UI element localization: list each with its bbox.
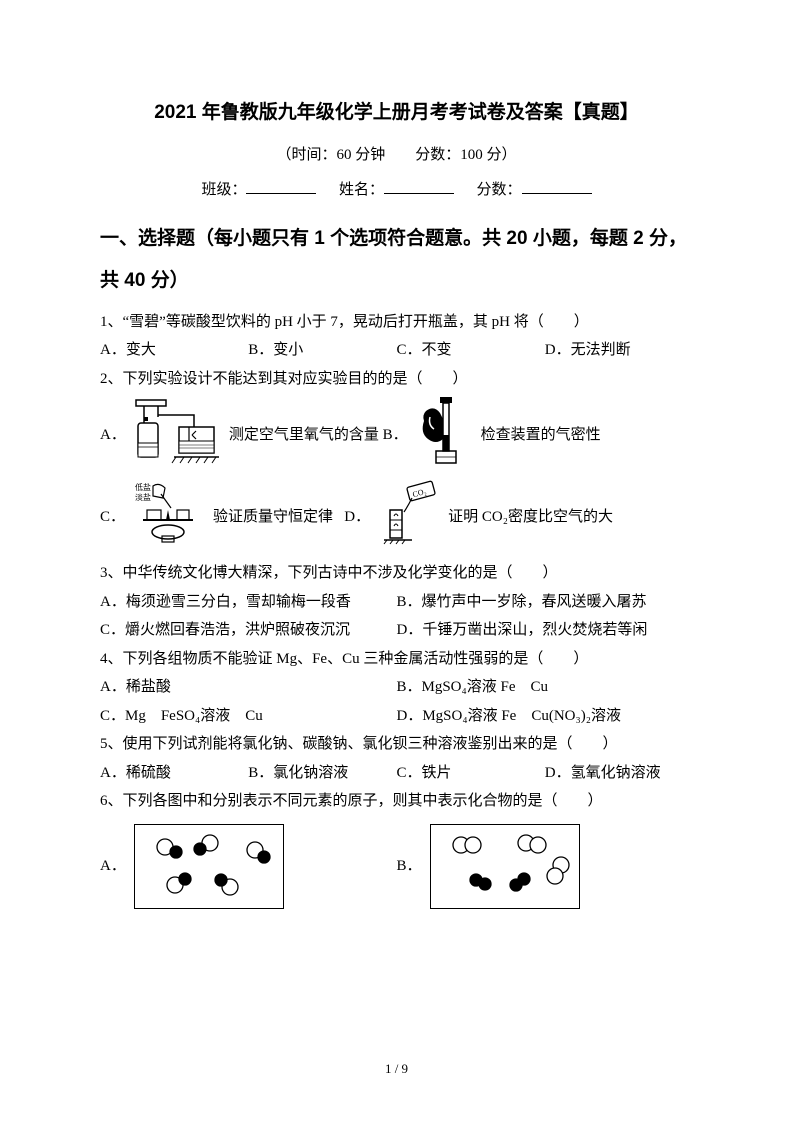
q1-opt-b: B．变小 [248, 336, 396, 365]
q4-opt-b: B．MgSO₄溶液 Fe Cu [397, 673, 694, 702]
q2-b-text: 检查装置的气密性 [481, 421, 601, 450]
q2-d-label: D． [344, 503, 370, 532]
q2-diagram-a [134, 395, 219, 476]
q2-a-text: 测定空气里氧气的含量 [229, 421, 379, 450]
q5-stem: 5、使用下列试剂能将氯化钠、碳酸钠、氯化钡三种溶液鉴别出来的是（ ） [100, 730, 693, 759]
q6-stem: 6、下列各图中和分别表示不同元素的原子，则其中表示化合物的是（ ） [100, 787, 693, 816]
name-blank[interactable] [384, 179, 454, 194]
q2-stem: 2、下列实验设计不能达到其对应实验目的的是（ ） [100, 365, 693, 394]
q1-options: A．变大 B．变小 C．不变 D．无法判断 [100, 336, 693, 365]
svg-text:低盐: 低盐 [135, 482, 151, 492]
q2-c-label: C． [100, 503, 125, 532]
class-label: 班级： [201, 182, 246, 198]
score-label: 分数： [477, 182, 522, 198]
q1-opt-a: A．变大 [100, 336, 248, 365]
q6-box-a [134, 824, 284, 909]
svg-text:淡盐: 淡盐 [135, 492, 151, 502]
q5-opt-b: B．氯化钠溶液 [248, 759, 396, 788]
q6-box-b [430, 824, 580, 909]
q2-b-label: B． [383, 421, 408, 450]
exam-title: 2021 年鲁教版九年级化学上册月考考试卷及答案【真题】 [100, 95, 693, 131]
q1-stem: 1、“雪碧”等碳酸型饮料的 pH 小于 7，晃动后打开瓶盖，其 pH 将（ ） [100, 308, 693, 337]
q6-a-label: A． [100, 852, 126, 881]
q3-opt-c: C．爝火燃回春浩浩，洪炉照破夜沉沉 [100, 616, 397, 645]
q2-a-label: A． [100, 421, 126, 450]
q3-opt-b: B．爆竹声中一岁除，春风送暖入屠苏 [397, 588, 694, 617]
student-info-row: 班级： 姓名： 分数： [100, 176, 693, 205]
q5-opt-c: C．铁片 [397, 759, 545, 788]
q5-opt-d: D．氢氧化钠溶液 [545, 759, 693, 788]
q2-row-cd: C． 低盐 淡盐 验证质量守恒定律 D． CO₂ [100, 480, 693, 556]
exam-subtitle: （时间：60 分钟 分数：100 分） [100, 141, 693, 170]
q2-d-text: 证明 CO₂密度比空气的大 [448, 503, 613, 532]
q4-opt-d: D．MgSO₄溶液 Fe Cu(NO₃)₂溶液 [397, 702, 694, 731]
q6-options-row: A． B． [100, 824, 693, 909]
q3-row1: A．梅须逊雪三分白，雪却输梅一段香 B．爆竹声中一岁除，春风送暖入屠苏 [100, 588, 693, 617]
q4-stem: 4、下列各组物质不能验证 Mg、Fe、Cu 三种金属活动性强弱的是（ ） [100, 645, 693, 674]
score-blank[interactable] [522, 179, 592, 194]
q4-row2: C．Mg FeSO₄溶液 Cu D．MgSO₄溶液 Fe Cu(NO₃)₂溶液 [100, 702, 693, 731]
q5-opt-a: A．稀硫酸 [100, 759, 248, 788]
q2-c-text: 验证质量守恒定律 [213, 503, 333, 532]
q5-options: A．稀硫酸 B．氯化钠溶液 C．铁片 D．氢氧化钠溶液 [100, 759, 693, 788]
page-number: 1 / 9 [0, 1057, 793, 1082]
q1-opt-d: D．无法判断 [545, 336, 693, 365]
class-blank[interactable] [246, 179, 316, 194]
q3-opt-d: D．千锤万凿出深山，烈火焚烧若等闲 [397, 616, 694, 645]
q2-row-ab: A． 测定空气里氧气的含量 B． [100, 395, 693, 476]
q3-row2: C．爝火燃回春浩浩，洪炉照破夜沉沉 D．千锤万凿出深山，烈火焚烧若等闲 [100, 616, 693, 645]
name-label: 姓名： [339, 182, 384, 198]
q3-opt-a: A．梅须逊雪三分白，雪却输梅一段香 [100, 588, 397, 617]
q1-opt-c: C．不变 [397, 336, 545, 365]
q2-diagram-d: CO₂ [378, 480, 438, 556]
q6-b-label: B． [397, 852, 422, 881]
q2-diagram-c: 低盐 淡盐 [133, 480, 203, 556]
q4-opt-c: C．Mg FeSO₄溶液 Cu [100, 702, 397, 731]
q2-diagram-b [416, 395, 471, 476]
section-1-heading: 一、选择题（每小题只有 1 个选项符合题意。共 20 小题，每题 2 分，共 4… [100, 218, 693, 302]
q4-opt-a: A．稀盐酸 [100, 673, 397, 702]
q3-stem: 3、中华传统文化博大精深，下列古诗中不涉及化学变化的是（ ） [100, 559, 693, 588]
q4-row1: A．稀盐酸 B．MgSO₄溶液 Fe Cu [100, 673, 693, 702]
